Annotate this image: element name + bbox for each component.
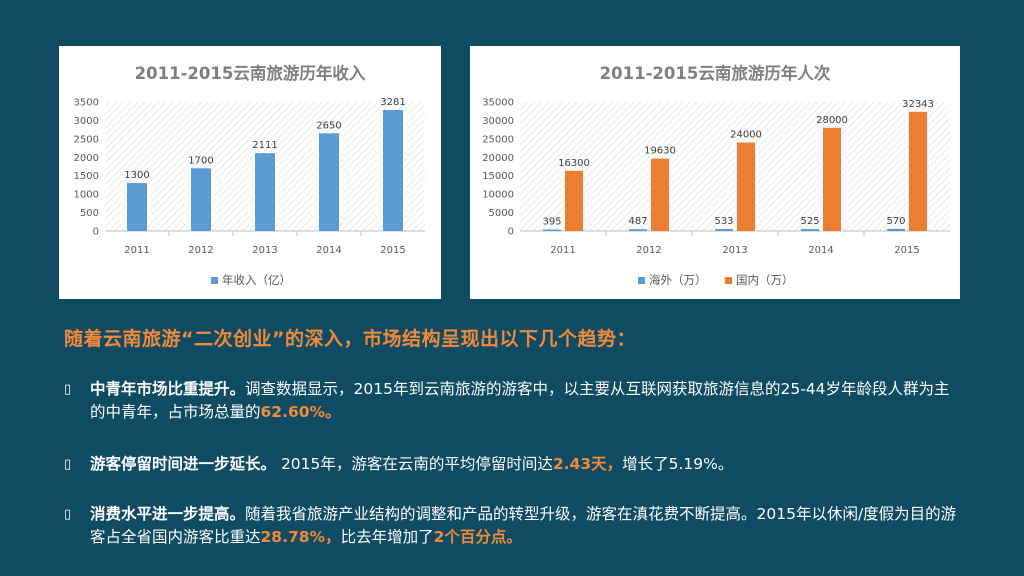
- x-tick-label: 2011: [124, 245, 149, 256]
- data-label: 3281: [380, 97, 405, 108]
- legend-label: 海外（万）: [649, 273, 707, 287]
- visitors-chart-card: 2011-2015云南旅游历年人次 0 5000 10000 15000 20000 250…: [470, 46, 960, 299]
- bar: [191, 168, 211, 231]
- bar: [801, 229, 819, 231]
- bullet-item-3: ▯ 消费水平进一步提高。随着我省旅游产业结构的调整和产品的转型升级，游客在滇花费…: [64, 503, 964, 549]
- income-chart: 2011-2015云南旅游历年收入 0 500 1000 1500 2000 2500 300…: [74, 63, 425, 287]
- plot-area: [520, 102, 950, 231]
- x-tick-label: 2015: [894, 245, 919, 256]
- data-label: 395: [542, 217, 561, 228]
- legend-swatch: [725, 277, 732, 284]
- x-tick-label: 2015: [380, 245, 405, 256]
- y-tick-label: 30000: [482, 116, 514, 127]
- y-tick-label: 25000: [482, 134, 514, 145]
- y-tick-label: 35000: [482, 98, 514, 109]
- bullet-marker-icon: ▯: [64, 382, 72, 397]
- x-tick-label: 2014: [808, 245, 833, 256]
- data-label: 533: [714, 216, 733, 227]
- y-tick-label: 0: [508, 227, 514, 238]
- data-label: 2650: [316, 120, 341, 131]
- bar: [255, 153, 275, 231]
- data-label: 32343: [902, 99, 934, 110]
- x-tick-label: 2013: [252, 245, 277, 256]
- bullet-item-2: ▯ 游客停留时间进一步延长。 2015年，游客在云南的平均停留时间达2.43天，…: [64, 453, 964, 476]
- bullet-marker-icon: ▯: [64, 507, 72, 522]
- y-tick-label: 2000: [74, 153, 99, 164]
- bullet-highlight: 2.43天，: [552, 455, 623, 473]
- x-tick-label: 2014: [316, 245, 341, 256]
- data-label: 1700: [188, 155, 213, 166]
- data-label: 525: [800, 216, 819, 227]
- bar: [909, 111, 927, 231]
- legend-label: 年收入（亿）: [222, 273, 291, 287]
- y-tick-label: 1000: [74, 190, 99, 201]
- bullet-lead: 中青年市场比重提升。: [90, 380, 246, 398]
- y-tick-label: 500: [80, 208, 99, 219]
- bar: [565, 170, 583, 231]
- bullet-text: 调查数据显示，2015年到云南旅游的游客中，以主要从互联网获取旅游信息的25-4…: [90, 380, 950, 421]
- bullet-text: 2015年，游客在云南的平均停留时间达: [276, 455, 553, 473]
- x-tick-label: 2013: [722, 245, 747, 256]
- bullet-highlight: 62.60%。: [260, 403, 341, 421]
- data-label: 28000: [816, 115, 848, 126]
- data-label: 19630: [644, 146, 676, 157]
- x-tick-label: 2012: [188, 245, 213, 256]
- bar: [651, 158, 669, 231]
- bar: [543, 229, 561, 231]
- data-label: 487: [628, 216, 647, 227]
- bar: [823, 127, 841, 231]
- data-label: 570: [886, 216, 905, 227]
- bullet-lead: 游客停留时间进一步延长。: [90, 455, 277, 473]
- y-tick-label: 2500: [74, 134, 99, 145]
- bar: [715, 229, 733, 231]
- bullet-text-tail: 比去年增加了: [340, 528, 434, 546]
- y-tick-label: 1500: [74, 171, 99, 182]
- legend-swatch: [211, 277, 218, 284]
- income-chart-card: 2011-2015云南旅游历年收入 0 500 1000 1500 2000 2500 300…: [59, 46, 441, 299]
- y-tick-label: 3500: [74, 98, 99, 109]
- data-label: 24000: [730, 130, 762, 141]
- bar: [887, 228, 905, 231]
- bullet-marker-icon: ▯: [64, 457, 72, 472]
- chart-title: 2011-2015云南旅游历年人次: [600, 63, 831, 83]
- x-tick-label: 2011: [550, 245, 575, 256]
- data-label: 1300: [124, 170, 149, 181]
- bar: [737, 142, 755, 231]
- bar: [629, 229, 647, 231]
- y-tick-label: 15000: [482, 171, 514, 182]
- data-label: 2111: [252, 140, 277, 151]
- y-tick-label: 20000: [482, 153, 514, 164]
- bullet-text: 随着我省旅游产业结构的调整和产品的转型升级，游客在滇花费不断提高。2015年以休…: [90, 505, 957, 546]
- legend-label: 国内（万）: [736, 273, 794, 287]
- x-tick-label: 2012: [636, 245, 661, 256]
- bar: [383, 110, 403, 231]
- section-subheading: 随着云南旅游“二次创业”的深入，市场结构呈现出以下几个趋势：: [64, 328, 636, 350]
- bar: [319, 133, 339, 231]
- bullet-highlight-2: 2个百分点。: [433, 528, 522, 546]
- bullet-lead: 消费水平进一步提高。: [90, 505, 246, 523]
- legend-swatch: [638, 277, 645, 284]
- y-tick-label: 3000: [74, 116, 99, 127]
- bullet-text-tail: 增长了5.19%。: [622, 455, 734, 473]
- bar: [127, 183, 147, 231]
- y-tick-label: 10000: [482, 190, 514, 201]
- y-tick-label: 0: [93, 227, 99, 238]
- data-label: 16300: [558, 158, 590, 169]
- bullet-item-1: ▯ 中青年市场比重提升。调查数据显示，2015年到云南旅游的游客中，以主要从互联…: [64, 378, 964, 424]
- y-tick-label: 5000: [489, 208, 514, 219]
- bullet-highlight: 28.78%，: [260, 528, 341, 546]
- visitors-chart: 2011-2015云南旅游历年人次 0 5000 10000 15000 20000 250…: [482, 63, 950, 287]
- chart-title: 2011-2015云南旅游历年收入: [135, 63, 366, 83]
